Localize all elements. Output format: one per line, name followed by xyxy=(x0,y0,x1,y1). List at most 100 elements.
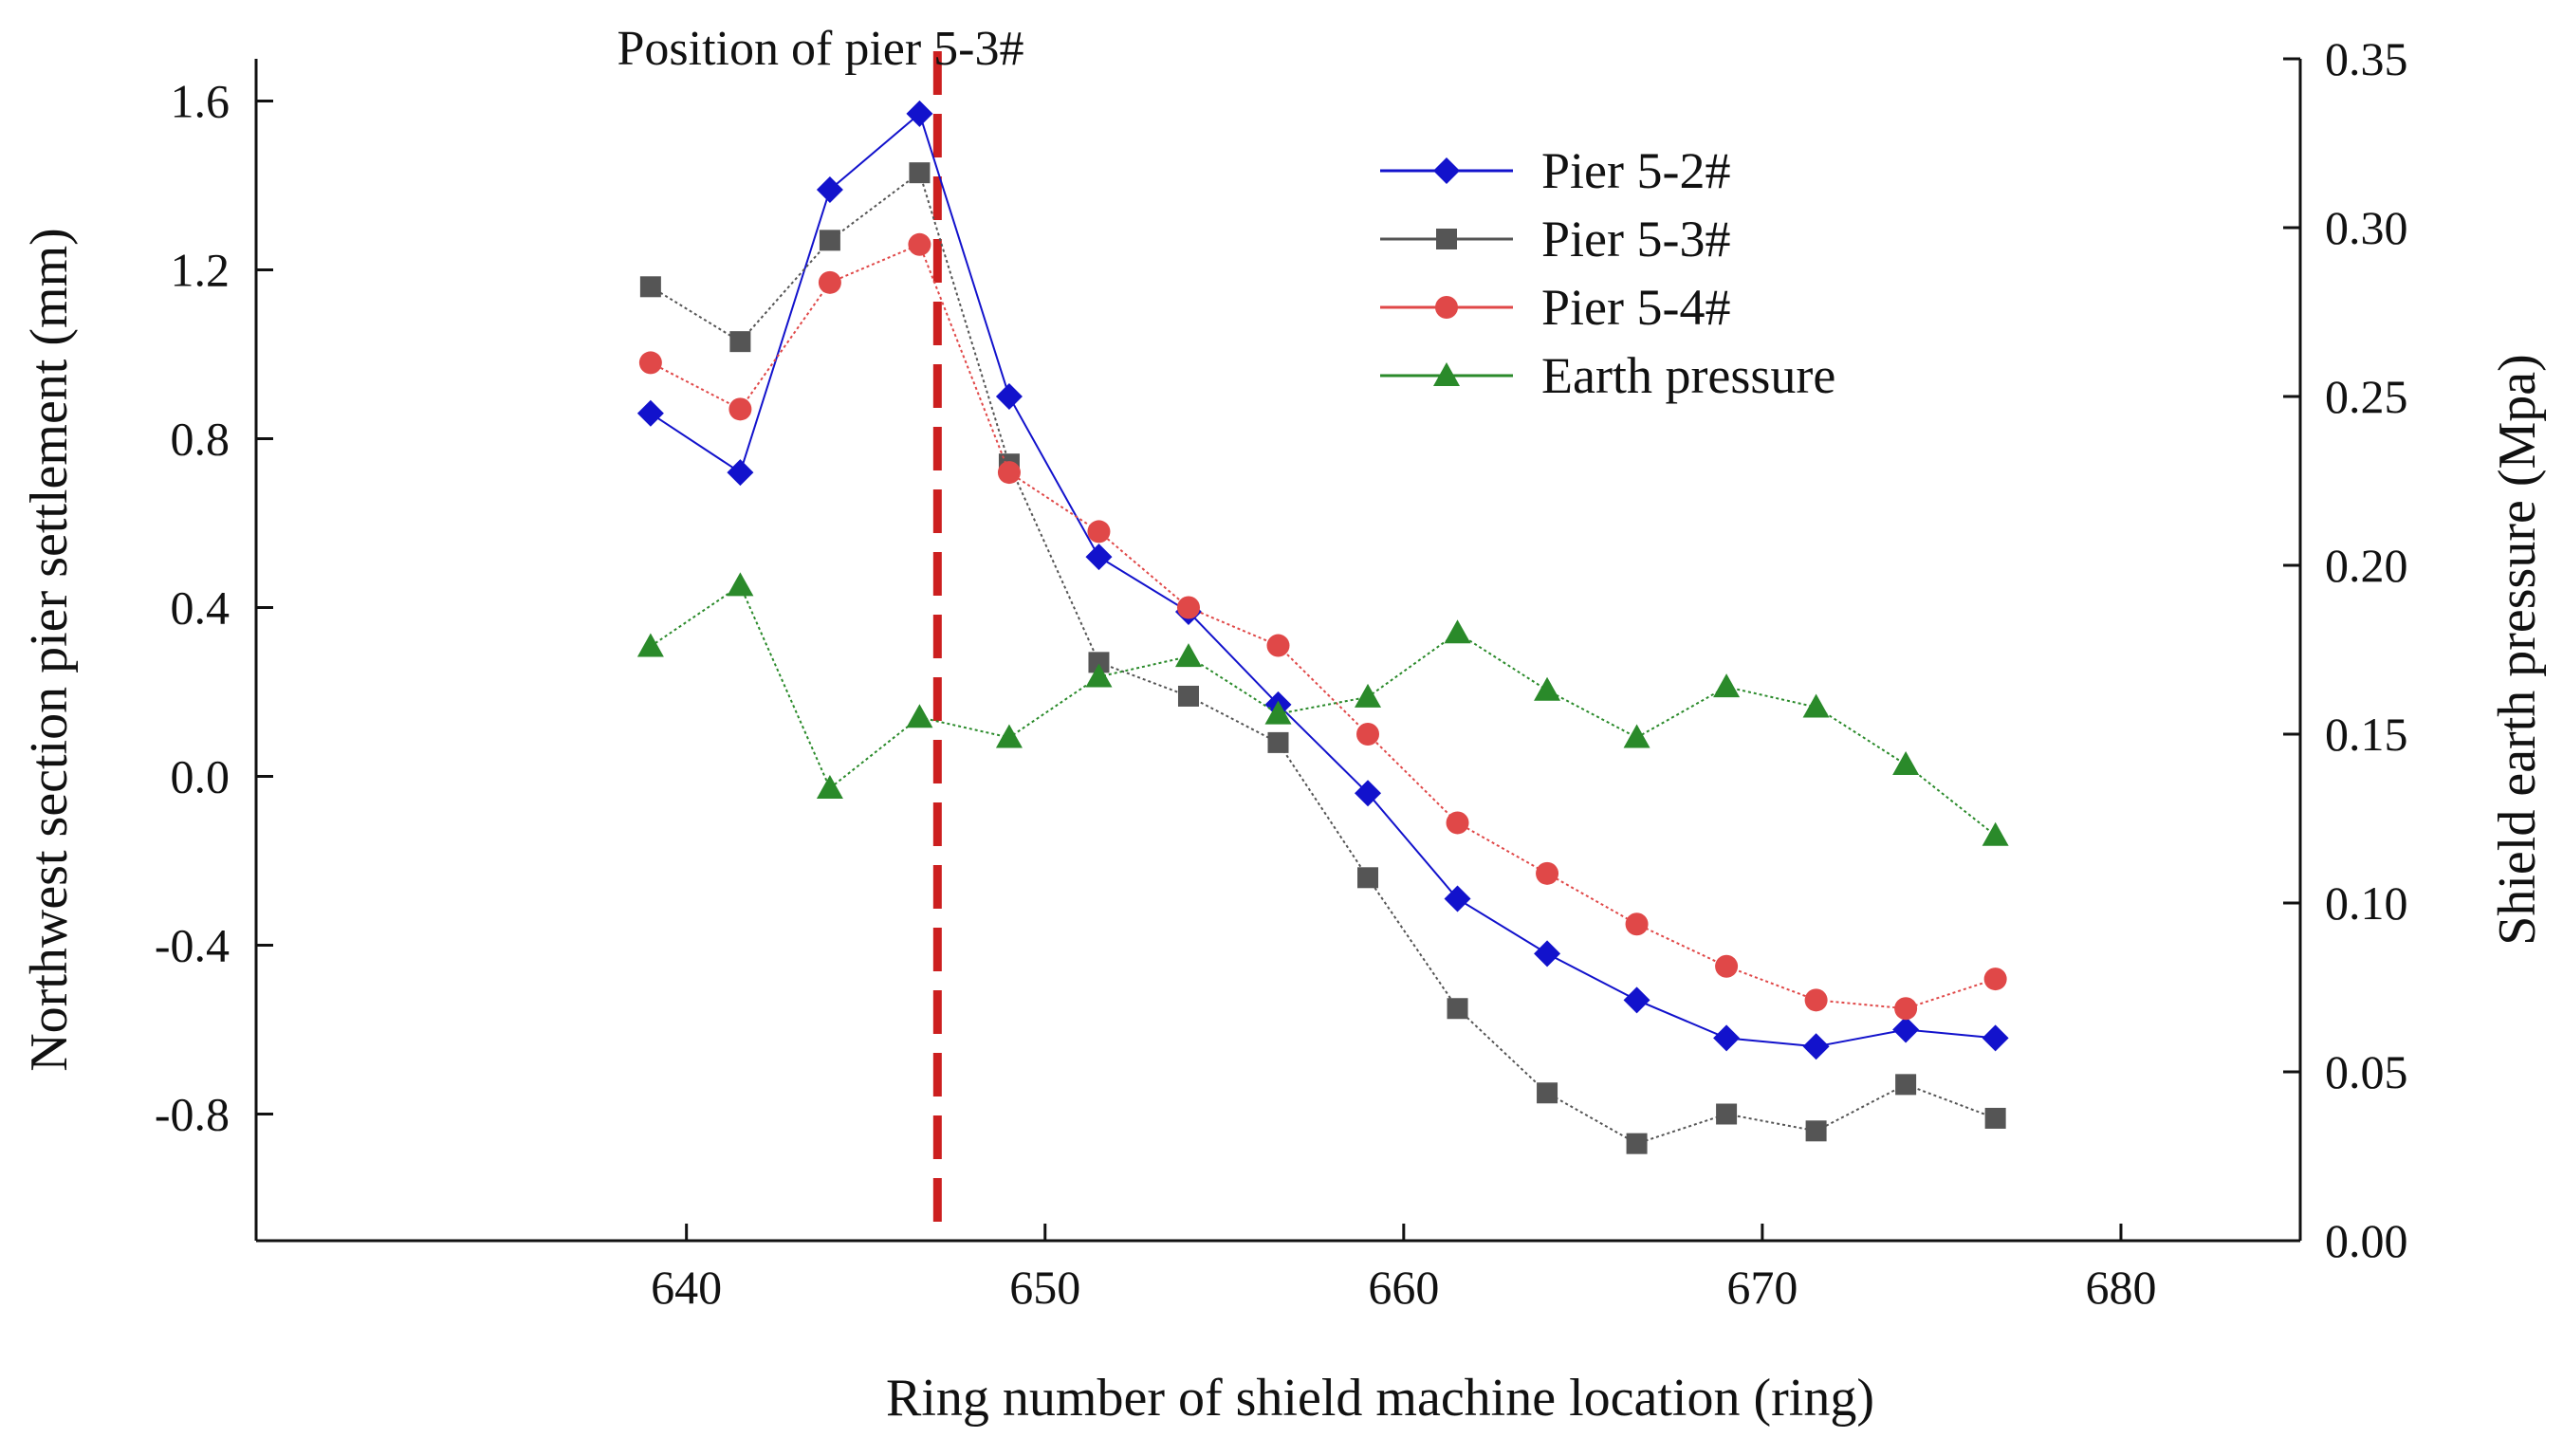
data-point xyxy=(1537,1082,1558,1104)
series-pier-5-2 xyxy=(636,100,2009,1060)
data-point xyxy=(1447,998,1468,1020)
legend-label: Pier 5-4# xyxy=(1541,279,1730,336)
left-y-tick-label: -0.8 xyxy=(155,1088,230,1141)
right-y-tick-label: 0.35 xyxy=(2325,32,2408,85)
x-tick-label: 640 xyxy=(651,1261,722,1314)
data-point xyxy=(1895,1074,1917,1096)
left-y-tick-label: 0.0 xyxy=(171,750,230,803)
data-point xyxy=(1713,673,1741,698)
data-point xyxy=(1534,676,1561,701)
legend-marker xyxy=(1433,157,1460,184)
right-y-tick-label: 0.10 xyxy=(2325,876,2408,930)
series-group xyxy=(636,100,2009,1154)
data-point xyxy=(816,774,843,799)
data-point xyxy=(1355,683,1382,708)
data-point xyxy=(636,633,664,657)
x-ticks: 640 650 660 670 680 xyxy=(651,1224,2156,1314)
series-earth-pressure xyxy=(636,572,2009,846)
data-point xyxy=(1982,821,2009,846)
data-point xyxy=(728,397,752,421)
left-y-tick-label: 0.4 xyxy=(171,581,230,635)
series-line xyxy=(650,112,1996,1048)
right-y-ticks: 0.00 0.05 0.10 0.15 0.20 0.25 0.30 0.35 xyxy=(2283,32,2408,1267)
axes xyxy=(254,59,2302,1243)
data-point xyxy=(906,704,933,728)
right-y-tick-label: 0.30 xyxy=(2325,201,2408,254)
data-point xyxy=(1355,780,1382,807)
data-point xyxy=(906,100,933,127)
data-point xyxy=(1623,724,1650,748)
right-y-tick-label: 0.00 xyxy=(2325,1214,2408,1267)
data-point xyxy=(1716,1103,1738,1125)
series-line xyxy=(650,243,1996,1010)
data-point xyxy=(1264,700,1292,725)
right-y-tick-label: 0.20 xyxy=(2325,539,2408,592)
data-point xyxy=(1266,634,1290,657)
series-pier-5-4 xyxy=(638,232,2007,1021)
data-point xyxy=(636,399,664,427)
left-y-ticks: -0.8 -0.4 0.0 0.4 0.8 1.2 1.6 xyxy=(155,75,273,1141)
data-point xyxy=(1174,643,1202,668)
legend-label: Pier 5-2# xyxy=(1541,142,1730,199)
left-y-tick-label: -0.4 xyxy=(155,919,230,972)
left-y-tick-label: 1.6 xyxy=(171,75,230,128)
legend-label: Pier 5-3# xyxy=(1541,211,1730,267)
data-point xyxy=(729,331,751,353)
data-point xyxy=(816,175,843,203)
data-point xyxy=(1892,751,1920,776)
x-axis-label: Ring number of shield machine location (… xyxy=(886,1369,1874,1428)
data-point xyxy=(1534,940,1561,968)
data-point xyxy=(638,351,662,375)
x-tick-label: 660 xyxy=(1368,1261,1439,1314)
x-tick-label: 670 xyxy=(1726,1261,1798,1314)
x-tick-label: 650 xyxy=(1009,1261,1080,1314)
data-point xyxy=(1176,596,1200,619)
data-point xyxy=(727,572,754,597)
series-line xyxy=(650,583,1997,837)
data-point xyxy=(1804,988,1828,1012)
data-point xyxy=(1713,1024,1741,1052)
data-point xyxy=(1444,619,1471,644)
data-point xyxy=(995,724,1023,748)
series-pier-5-3 xyxy=(639,162,2006,1154)
left-y-axis-label: Northwest section pier settlement (mm) xyxy=(20,228,79,1072)
data-point xyxy=(997,461,1021,485)
x-tick-label: 680 xyxy=(2085,1261,2156,1314)
data-point xyxy=(1626,1133,1648,1154)
data-point xyxy=(1267,731,1289,753)
data-point xyxy=(909,162,931,184)
data-point xyxy=(1892,1016,1920,1043)
legend-label: Earth pressure xyxy=(1541,347,1835,404)
right-y-tick-label: 0.25 xyxy=(2325,370,2408,423)
legend-marker xyxy=(1433,362,1460,386)
data-point xyxy=(1623,986,1650,1014)
left-y-tick-label: 1.2 xyxy=(171,244,230,297)
data-point xyxy=(1625,912,1649,936)
right-y-tick-label: 0.15 xyxy=(2325,708,2408,761)
data-point xyxy=(1536,861,1559,885)
data-point xyxy=(1088,652,1110,673)
data-point xyxy=(1087,520,1111,544)
series-line xyxy=(650,171,1996,1145)
pier-position-annotation: Position of pier 5-3# xyxy=(618,22,1024,76)
data-point xyxy=(908,232,931,256)
data-point xyxy=(1444,885,1471,912)
data-point xyxy=(1805,1120,1827,1142)
left-y-tick-label: 0.8 xyxy=(171,413,230,466)
data-point xyxy=(1357,867,1379,889)
data-point xyxy=(818,270,841,294)
right-y-axis-label: Shield earth pressure (Mpa) xyxy=(2488,354,2547,946)
data-point xyxy=(1085,544,1113,571)
data-point xyxy=(995,383,1023,410)
data-point xyxy=(1715,954,1739,978)
right-y-tick-label: 0.05 xyxy=(2325,1045,2408,1098)
data-point xyxy=(1356,723,1380,746)
data-point xyxy=(819,230,840,251)
data-point xyxy=(1177,685,1199,707)
data-point xyxy=(639,276,661,298)
data-point xyxy=(1085,663,1113,688)
data-point xyxy=(727,459,754,487)
data-point xyxy=(1982,1024,2009,1052)
data-point xyxy=(1984,1107,2006,1129)
